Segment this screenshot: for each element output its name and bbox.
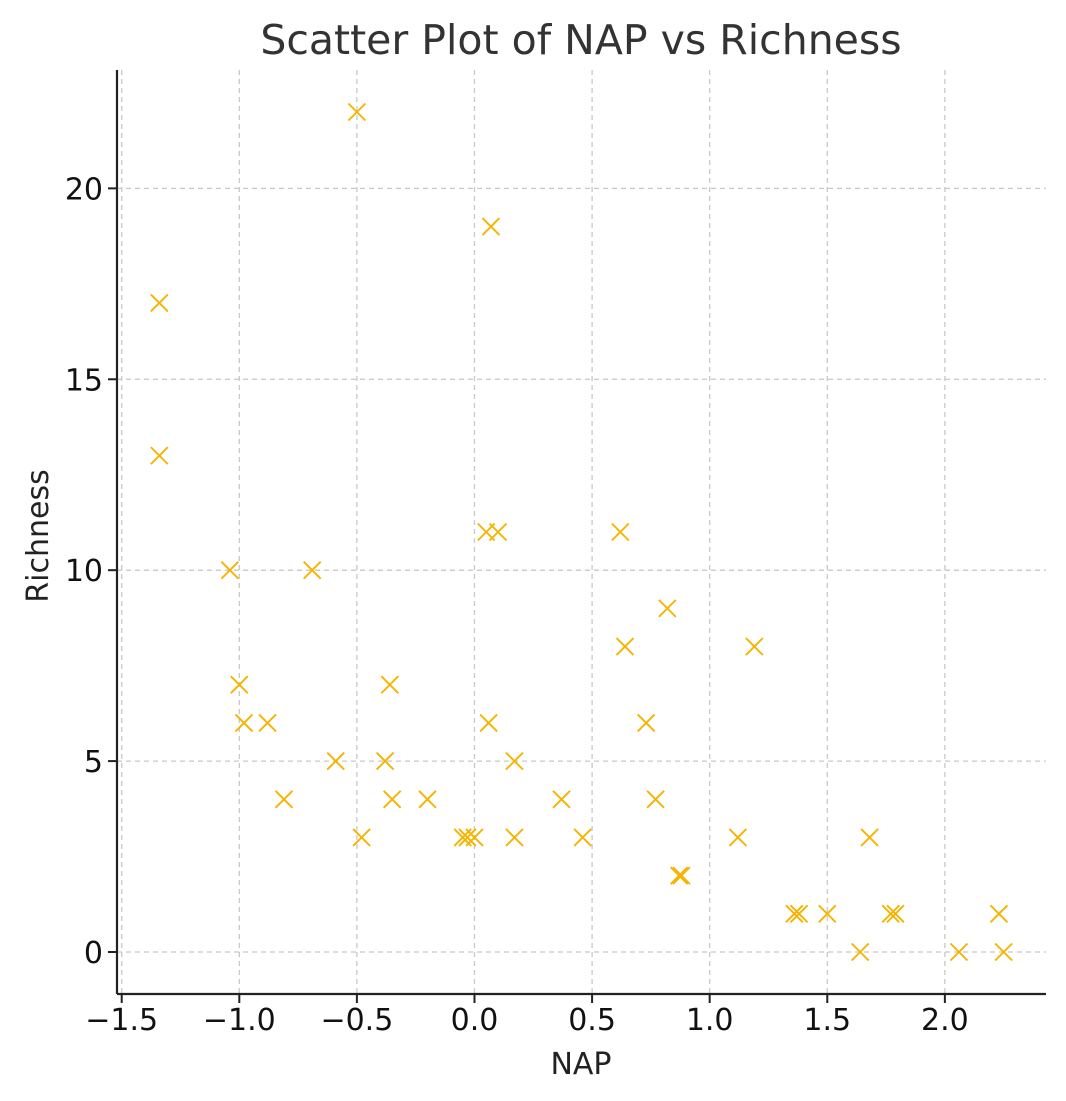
data-point: [646, 790, 665, 809]
data-point: [458, 828, 477, 847]
data-point: [150, 293, 169, 313]
y-tick-label: 10: [65, 554, 103, 589]
data-point: [886, 904, 905, 923]
axes: [115, 70, 1046, 996]
x-tick-label: 1.5: [803, 1003, 851, 1038]
x-tick-label: −1.0: [203, 1003, 276, 1038]
data-point: [375, 751, 395, 771]
data-point: [383, 790, 402, 809]
data-point: [552, 790, 571, 809]
data-point: [258, 713, 277, 733]
data-point: [150, 446, 169, 465]
data-point: [994, 942, 1013, 962]
data-point: [672, 866, 691, 885]
grid-lines: [117, 70, 1046, 994]
data-point: [347, 102, 367, 122]
data-point: [669, 866, 689, 885]
data-point: [615, 637, 635, 656]
data-point: [352, 828, 371, 847]
data-point: [573, 828, 592, 847]
data-points: [150, 102, 1013, 962]
x-tick-label: −1.5: [85, 1003, 158, 1038]
x-tick-label: 0.5: [568, 1003, 616, 1038]
y-tick-label: 0: [84, 936, 103, 971]
data-point: [989, 904, 1009, 923]
data-point: [481, 217, 501, 236]
y-tick-label: 15: [65, 363, 103, 398]
data-point: [745, 637, 764, 656]
x-tick-label: 0.0: [451, 1003, 499, 1038]
y-tick-label: 20: [65, 172, 103, 207]
data-point: [380, 675, 399, 694]
data-point: [303, 561, 322, 580]
data-point: [851, 942, 870, 962]
data-point: [234, 713, 254, 733]
data-point: [505, 751, 524, 771]
data-point: [488, 522, 508, 542]
data-point: [860, 828, 879, 847]
data-point: [818, 904, 837, 923]
data-point: [637, 713, 656, 733]
data-point: [465, 828, 484, 847]
x-axis-label: NAP: [550, 1047, 611, 1082]
data-point: [326, 751, 345, 771]
data-point: [949, 942, 969, 962]
data-point: [479, 713, 498, 733]
data-point: [789, 904, 809, 923]
data-point: [881, 904, 900, 923]
data-point: [505, 828, 524, 847]
data-point: [658, 599, 677, 618]
data-point: [418, 790, 437, 809]
data-point: [785, 904, 804, 923]
y-axis-label: Richness: [21, 469, 56, 602]
y-tick-label: 5: [84, 745, 103, 780]
x-tick-label: −0.5: [320, 1003, 393, 1038]
x-tick-label: 1.0: [686, 1003, 734, 1038]
data-point: [274, 790, 294, 809]
data-point: [728, 828, 748, 847]
x-tick-label: 2.0: [921, 1003, 969, 1038]
data-point: [230, 675, 249, 694]
chart-title: Scatter Plot of NAP vs Richness: [260, 16, 901, 64]
data-point: [220, 561, 240, 580]
data-point: [611, 522, 630, 542]
tick-marks-and-labels: −1.5 −1.0 −0.5 0.0 0.5 1.0 1.5 2.0 0 5 10 15 20: [65, 172, 969, 1038]
